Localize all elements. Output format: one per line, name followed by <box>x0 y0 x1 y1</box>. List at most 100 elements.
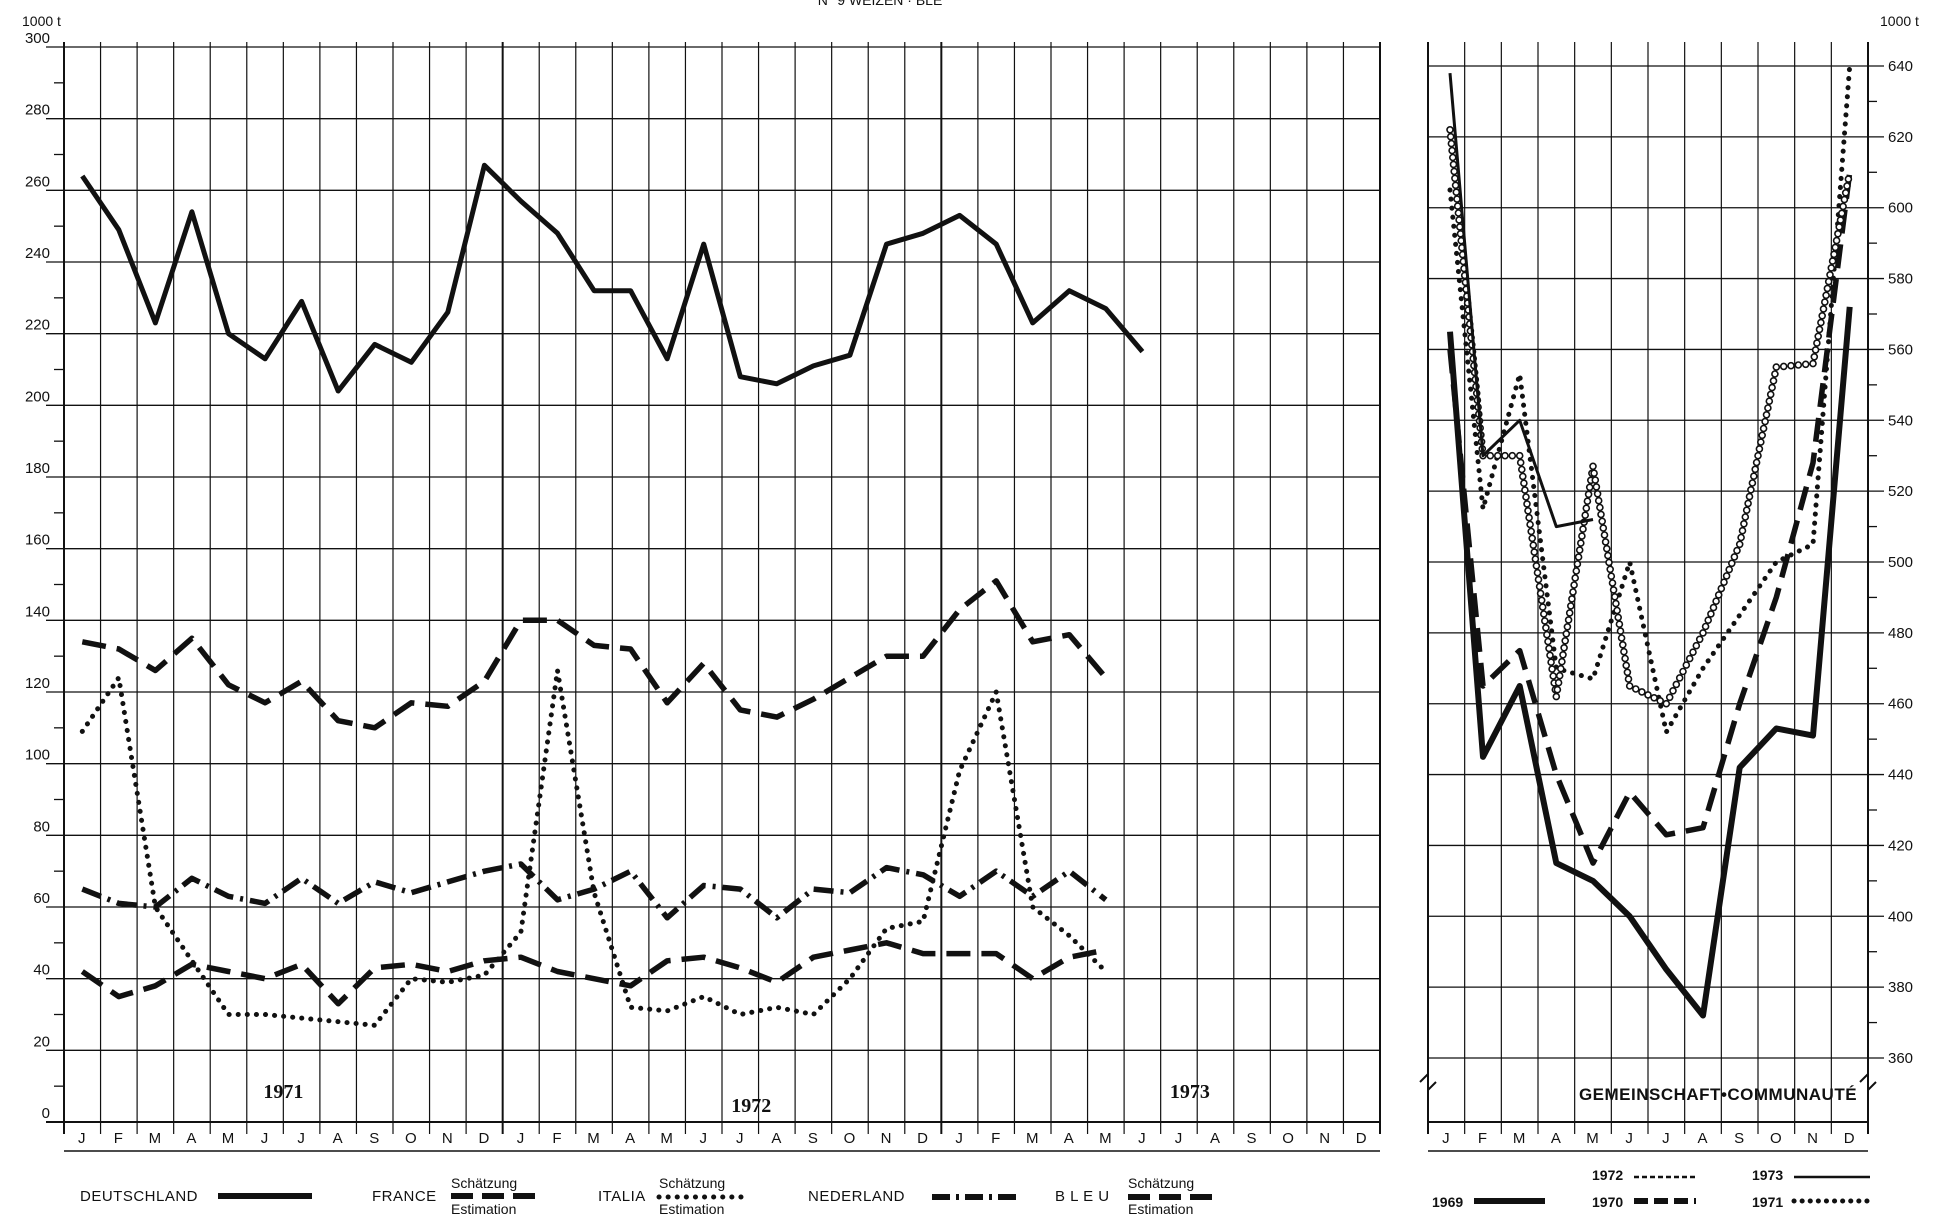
countries-month-label: N <box>442 1130 454 1147</box>
series-1972-marker <box>1761 417 1769 426</box>
series-1972-marker <box>1742 506 1751 515</box>
series-1972-marker <box>1826 270 1834 279</box>
countries-month-label: A <box>1210 1130 1221 1147</box>
countries-y-tick-label: 80 <box>33 818 50 835</box>
series-1972-marker <box>1515 451 1524 460</box>
series-1972-marker <box>1540 610 1548 618</box>
community-y-tick-label: 460 <box>1888 696 1913 713</box>
community-month-label: D <box>1844 1130 1856 1147</box>
community-y-unit: 1000 t <box>1880 13 1919 29</box>
series-1972-marker <box>1614 613 1622 622</box>
header-fragment: N° 9 WEIZEN · BLÉ <box>818 0 943 8</box>
countries-month-label: A <box>1064 1130 1075 1147</box>
series-1970-line <box>1447 171 1853 866</box>
series-1972-marker <box>1818 311 1826 320</box>
series-1972-marker <box>1508 451 1517 460</box>
series-1972-marker <box>1624 675 1633 683</box>
series-1972-marker <box>1720 578 1728 587</box>
countries-grid <box>46 42 1381 1152</box>
countries-y-tick-label: 160 <box>25 532 50 549</box>
series-1972-marker <box>1669 686 1677 695</box>
community-y-tick-label: 440 <box>1888 767 1913 784</box>
countries-month-label: J <box>261 1130 270 1147</box>
series-1972-marker <box>1526 520 1534 529</box>
series-1972-marker <box>1534 575 1543 584</box>
countries-month-label: D <box>1356 1130 1368 1147</box>
countries-y-tick-label: 20 <box>33 1033 50 1050</box>
series-1972-marker <box>1771 370 1779 378</box>
series-1972-marker <box>1758 431 1766 440</box>
countries-y-tick-label: 120 <box>25 675 50 692</box>
series-1972-marker <box>1564 616 1573 624</box>
countries-month-label: S <box>808 1130 819 1147</box>
series-1972-marker <box>1827 264 1836 272</box>
series-1972-marker <box>1695 635 1704 644</box>
countries-month-label: S <box>369 1130 380 1147</box>
series-1972-marker <box>1553 685 1562 694</box>
series-1972-marker <box>1572 567 1581 575</box>
series-1972-marker <box>1759 424 1768 433</box>
series-1972-marker <box>1486 451 1495 460</box>
series-1972-marker <box>1593 489 1602 498</box>
series-1972-marker <box>1522 493 1530 501</box>
series-1972-marker <box>1598 517 1606 526</box>
countries-month-label: O <box>405 1130 418 1147</box>
community-month-label: S <box>1734 1130 1745 1147</box>
legend-1969-label: 1969 <box>1432 1194 1463 1210</box>
series-deutschland-line <box>80 162 1145 394</box>
series-1972-marker <box>1704 616 1712 625</box>
legend-italia-label: ITALIA <box>598 1188 646 1205</box>
series-1972-marker <box>1839 202 1847 211</box>
countries-year-label: 1973 <box>1170 1081 1210 1103</box>
series-1972-marker <box>1577 539 1585 547</box>
series-1972-marker <box>1717 584 1726 593</box>
series-bleu-line <box>80 940 1107 1007</box>
series-1972-marker <box>1573 560 1582 568</box>
community-y-tick-label: 580 <box>1888 271 1913 288</box>
community-y-tick-label: 400 <box>1888 908 1913 925</box>
series-1972-marker <box>1547 658 1555 667</box>
series-1972-marker <box>1622 661 1630 670</box>
legend-france-estimation: Estimation <box>451 1201 516 1217</box>
series-1972-marker <box>1828 257 1837 265</box>
countries-month-label: M <box>1099 1130 1113 1147</box>
series-1972-marker <box>1519 472 1527 481</box>
community-month-label: F <box>1478 1130 1488 1147</box>
series-nederland-line <box>81 861 1108 921</box>
series-1973-line <box>1448 72 1594 529</box>
series-1972-marker <box>1787 361 1795 370</box>
community-month-label: M <box>1513 1130 1527 1147</box>
series-1972-marker <box>1672 680 1681 689</box>
series-1972-marker <box>1453 195 1461 203</box>
series-1972-marker <box>1608 579 1617 587</box>
series-1972-marker <box>1819 305 1828 313</box>
series-1972-marker <box>1548 665 1556 673</box>
countries-month-label: A <box>771 1130 782 1147</box>
series-1972-marker <box>1581 511 1589 520</box>
series-1972-marker <box>1452 188 1461 196</box>
countries-year-label: 1972 <box>731 1095 771 1117</box>
countries-month-label: A <box>186 1130 197 1147</box>
series-1972-marker <box>1605 558 1613 567</box>
series-1972-marker <box>1446 126 1454 134</box>
legend-france-schaetzung: Schätzung <box>451 1175 517 1191</box>
legend-bleu-schaetzung: Schätzung <box>1128 1175 1194 1191</box>
series-1972-marker <box>1650 693 1658 702</box>
series-1972-marker <box>1709 603 1718 612</box>
series-1972-marker <box>1662 699 1671 708</box>
community-y-tick-label: 500 <box>1888 554 1913 571</box>
series-1972-marker <box>1830 250 1838 259</box>
community-y-tick-label: 540 <box>1888 412 1913 429</box>
series-1972-marker <box>1451 181 1460 190</box>
countries-series <box>79 162 1145 1028</box>
series-1972-marker <box>1740 519 1748 528</box>
series-1972-marker <box>1601 538 1610 546</box>
series-1972-marker <box>1552 692 1561 701</box>
countries-month-label: N <box>1319 1130 1331 1147</box>
series-1972-marker <box>1840 195 1849 204</box>
series-1972-marker <box>1836 216 1845 224</box>
series-1972-marker <box>1585 483 1594 492</box>
series-1972-marker <box>1582 504 1591 513</box>
community-y-tick-label: 380 <box>1888 979 1913 996</box>
series-1972-marker <box>1578 532 1586 540</box>
